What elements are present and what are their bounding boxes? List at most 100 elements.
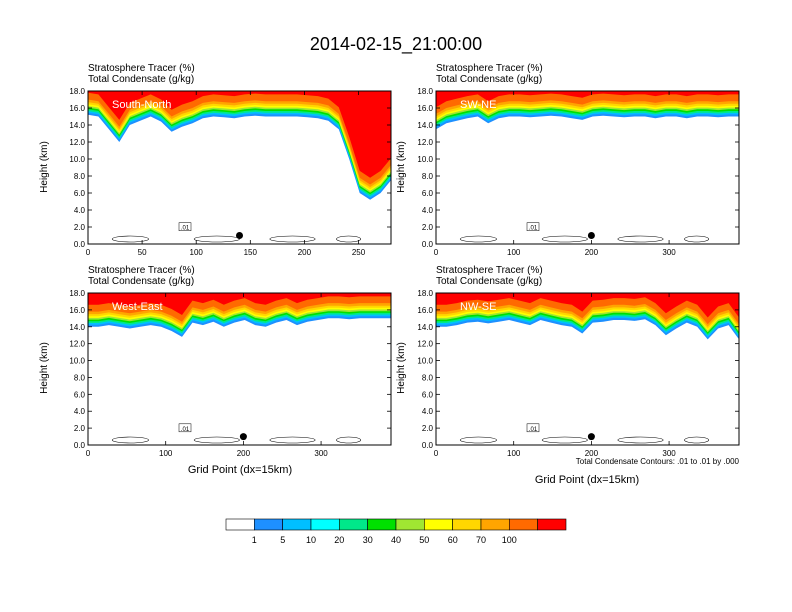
y-tick-label: 6.0	[74, 390, 86, 399]
y-tick-label: 10.0	[417, 155, 433, 164]
colorbar-label: 30	[363, 535, 373, 545]
y-tick-label: 16.0	[417, 104, 433, 113]
y-tick-label: 12.0	[417, 340, 433, 349]
panel-label: NW-SE	[460, 301, 496, 313]
heatmap-fill-south-north: .01 South-North	[88, 91, 391, 244]
y-tick-label: 2.0	[74, 223, 86, 232]
condensate-contour-1	[459, 235, 497, 243]
colorbar-swatch-3	[282, 518, 312, 531]
colorbar-label: 70	[476, 535, 486, 545]
panel-label: South-North	[112, 99, 171, 111]
colorbar-label: 10	[306, 535, 316, 545]
location-marker	[587, 433, 595, 441]
x-tick-label: 100	[507, 449, 521, 458]
y-tick-label: 0.0	[422, 441, 434, 450]
contour-label-box	[178, 222, 192, 231]
plot-area-south-north: .01 South-North 0.0 2.0 4.0 6.0 8.0 10.0 12.0 14.…	[69, 87, 392, 257]
tracer-band-10	[436, 293, 739, 318]
location-marker	[239, 433, 247, 441]
colorbar-swatch-4	[310, 518, 340, 531]
condensate-contour-1	[111, 436, 149, 444]
x-tick-label: 150	[244, 248, 258, 257]
panel-4-ylabel: Height (km)	[396, 342, 407, 394]
panel-west-east: Stratosphere Tracer (%) Total Condensate…	[39, 265, 392, 476]
panel-3-title-condensate: Total Condensate (g/kg)	[88, 276, 194, 287]
x-tick-label: 200	[298, 248, 312, 257]
panel-3-ylabel: Height (km)	[39, 342, 50, 394]
contour-label-box	[526, 423, 540, 433]
panel-1-title-tracer: Stratosphere Tracer (%)	[88, 63, 195, 74]
x-tick-label: 300	[662, 449, 676, 458]
plot-area-west-east: .01 West-East 0.0 2.0 4.0 6.0 8.0 10.0 12.0 14.0 1…	[69, 289, 392, 458]
colorbar-label: 60	[448, 535, 458, 545]
x-tick-label: 250	[352, 248, 366, 257]
colorbar-label: 40	[391, 535, 401, 545]
panel-label: West-East	[112, 301, 163, 313]
y-tick-label: 6.0	[422, 390, 434, 399]
contour-label: .01	[529, 427, 538, 433]
y-tick-label: 6.0	[74, 189, 86, 198]
x-tick-label: 0	[86, 449, 91, 458]
y-tick-label: 12.0	[69, 138, 85, 147]
y-tick-label: 2.0	[422, 223, 434, 232]
x-tick-label: 100	[190, 248, 204, 257]
contour-label: .01	[181, 226, 190, 232]
colorbar-label: 100	[502, 535, 517, 545]
panel-1-ylabel: Height (km)	[39, 141, 50, 193]
y-tick-label: 18.0	[69, 87, 85, 96]
condensate-contour-1	[111, 235, 149, 243]
tracer-band-10	[436, 91, 739, 108]
plot-area-sw-ne: .01 SW-NE 0.0 2.0 4.0 6.0 8.0 10.0 12.0 14.0 16.0 1…	[417, 87, 740, 257]
colorbar-swatch-1	[225, 518, 255, 531]
y-tick-label: 10.0	[69, 357, 85, 366]
panel-4-title-tracer: Stratosphere Tracer (%)	[436, 265, 543, 276]
colorbar-label: 5	[280, 535, 285, 545]
x-tick-label: 200	[237, 449, 251, 458]
condensate-contour-4	[684, 436, 710, 444]
plot-frame	[87, 292, 392, 446]
y-tick-label: 14.0	[69, 121, 85, 130]
contour-label-box	[178, 423, 192, 433]
condensate-contour-4	[336, 436, 362, 444]
colorbar-swatch-2	[254, 518, 283, 531]
y-tick-label: 18.0	[417, 289, 433, 298]
tracer-band-10	[88, 293, 391, 315]
colorbar-swatch-7	[395, 518, 425, 531]
contour-label: .01	[181, 427, 190, 433]
y-tick-label: 16.0	[417, 306, 433, 315]
y-tick-label: 12.0	[417, 138, 433, 147]
condensate-contour-4	[336, 235, 362, 243]
panel-2-title-condensate: Total Condensate (g/kg)	[436, 74, 542, 85]
panel-south-north: Stratosphere Tracer (%) Total Condensate…	[39, 63, 392, 257]
plot-frame	[435, 90, 740, 245]
x-tick-label: 0	[434, 248, 439, 257]
y-tick-label: 14.0	[69, 323, 85, 332]
x-tick-label: 0	[434, 449, 439, 458]
colorbar-label: 20	[334, 535, 344, 545]
condensate-contour-3	[269, 235, 316, 243]
tracer-band-10	[88, 91, 391, 178]
panel-2-ylabel: Height (km)	[396, 141, 407, 193]
colorbar-swatch-8	[423, 518, 453, 531]
y-tick-label: 10.0	[417, 357, 433, 366]
y-tick-label: 16.0	[69, 306, 85, 315]
colorbar-label: 1	[252, 535, 257, 545]
x-tick-label: 0	[86, 248, 91, 257]
panel-3-title-tracer: Stratosphere Tracer (%)	[88, 265, 195, 276]
figure-title: 2014-02-15_21:00:00	[310, 34, 482, 55]
y-tick-label: 4.0	[422, 206, 434, 215]
y-tick-label: 8.0	[422, 373, 434, 382]
colorbar-swatch-12	[537, 518, 567, 531]
condensate-contour-3	[269, 436, 316, 444]
colorbar-swatch-6	[367, 518, 397, 531]
y-tick-label: 8.0	[422, 172, 434, 181]
x-tick-label: 300	[662, 248, 676, 257]
panel-4-title-condensate: Total Condensate (g/kg)	[436, 276, 542, 287]
y-tick-label: 0.0	[74, 441, 86, 450]
plot-area-nw-se: .01 NW-SE 0.0 2.0 4.0 6.0 8.0 10.0 12.0 14.0 16.0 1…	[417, 289, 740, 458]
condensate-contour-4	[684, 235, 710, 243]
y-tick-label: 18.0	[69, 289, 85, 298]
tracer-band-5	[88, 91, 391, 193]
tracer-band-9	[436, 91, 739, 114]
